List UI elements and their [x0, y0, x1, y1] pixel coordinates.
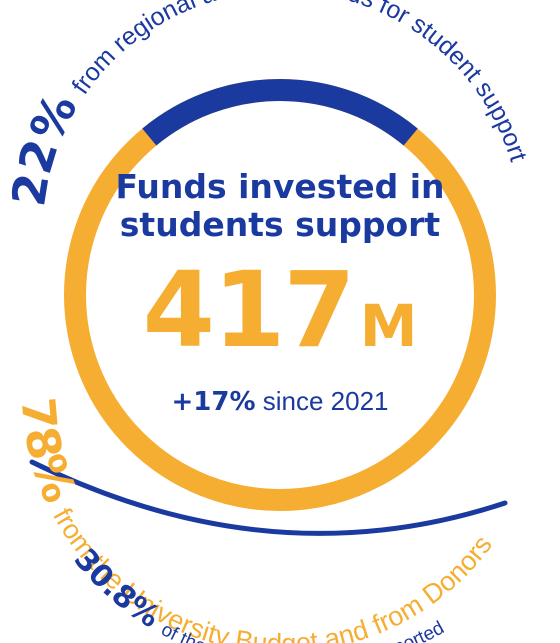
total-amount: 417 M	[0, 258, 560, 378]
growth-value: +17%	[171, 387, 256, 417]
total-value: 417	[142, 249, 356, 371]
chart-title: Funds invested in students support	[0, 168, 560, 244]
growth-text: since 2021	[262, 386, 389, 416]
growth-line: +17% since 2021	[0, 386, 560, 417]
total-unit: M	[359, 292, 418, 360]
title-line-1: Funds invested in	[115, 167, 445, 206]
donut-segment-regional	[142, 79, 418, 146]
population-percent: 30.8%	[67, 542, 166, 635]
title-line-2: students support	[119, 205, 441, 244]
population-arc	[29, 459, 508, 536]
